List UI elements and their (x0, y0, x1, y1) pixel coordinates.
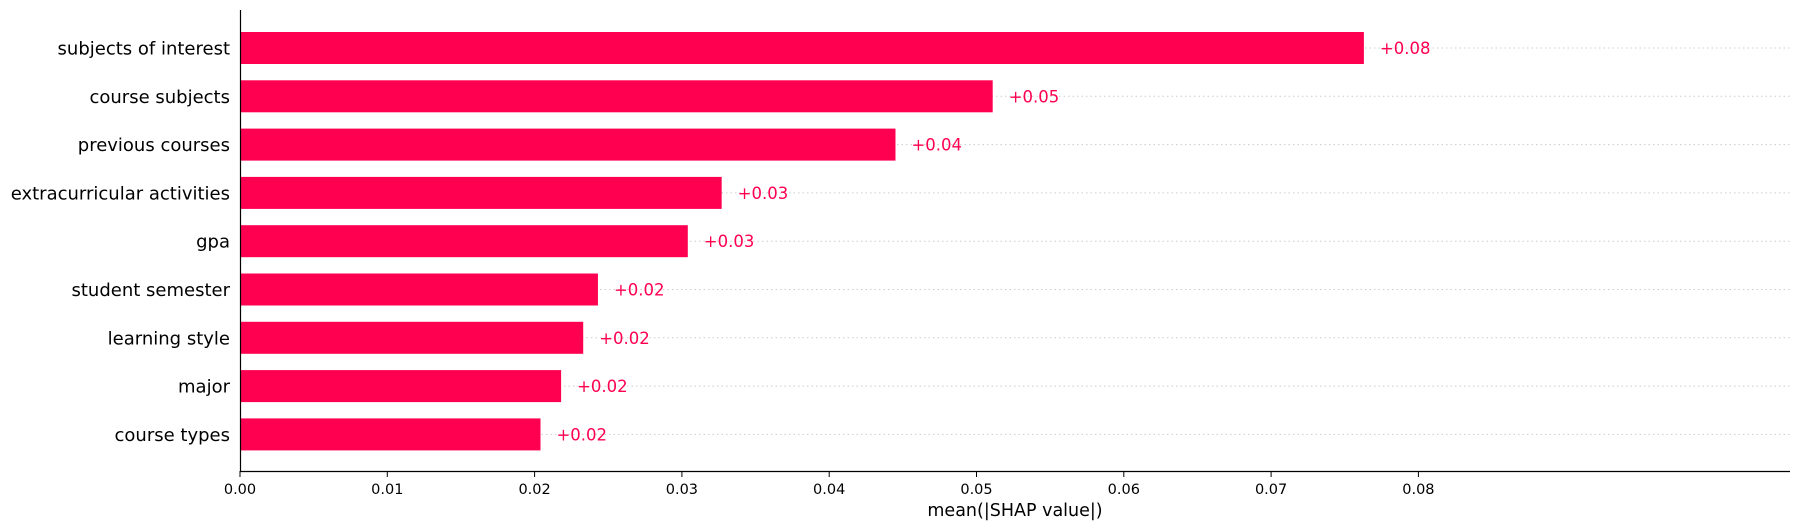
bar (240, 418, 541, 451)
y-tick-label: gpa (196, 232, 230, 253)
bar (240, 176, 722, 209)
data-label: +0.03 (738, 184, 789, 203)
x-axis-ticks: 0.00 0.01 0.02 0.03 0.04 0.05 0.06 0.07 0.08 (224, 471, 1435, 498)
x-tick-label: 0.05 (960, 482, 992, 498)
data-labels: +0.08 +0.05 +0.04 +0.03 +0.03 +0.02 +0.02 +0.02… (556, 39, 1430, 444)
y-tick-label: major (178, 377, 231, 398)
data-label: +0.02 (599, 329, 650, 348)
y-tick-label: learning style (108, 328, 230, 349)
x-tick-label: 0.06 (1108, 482, 1140, 498)
data-label: +0.02 (614, 281, 665, 300)
x-tick-label: 0.07 (1255, 482, 1287, 498)
data-label: +0.03 (704, 232, 755, 251)
bar (240, 32, 1364, 64)
bar (240, 321, 584, 354)
bar (240, 80, 993, 113)
data-label: +0.02 (556, 425, 607, 444)
x-tick-label: 0.04 (813, 482, 845, 498)
y-tick-label: subjects of interest (58, 39, 230, 60)
bars (240, 32, 1364, 451)
x-tick-label: 0.03 (666, 482, 698, 498)
y-tick-label: extracurricular activities (11, 183, 230, 204)
data-label: +0.05 (1009, 87, 1060, 106)
bar (240, 128, 896, 161)
data-label: +0.02 (577, 377, 628, 396)
x-tick-label: 0.00 (224, 482, 256, 498)
data-label: +0.08 (1380, 39, 1431, 58)
y-tick-label: student semester (71, 280, 230, 301)
x-axis-title: mean(|SHAP value|) (927, 501, 1102, 521)
y-axis-labels: subjects of interest course subjects previ… (11, 39, 231, 446)
x-tick-label: 0.01 (371, 482, 403, 498)
y-tick-label: previous courses (78, 135, 230, 156)
row-guides (240, 47, 1790, 435)
data-label: +0.04 (911, 136, 962, 155)
y-tick-label: course types (115, 425, 230, 446)
x-tick-label: 0.08 (1402, 482, 1434, 498)
bar (240, 370, 562, 403)
bar (240, 225, 688, 258)
x-tick-label: 0.02 (518, 482, 550, 498)
y-tick-label: course subjects (89, 87, 230, 108)
bar (240, 273, 598, 306)
